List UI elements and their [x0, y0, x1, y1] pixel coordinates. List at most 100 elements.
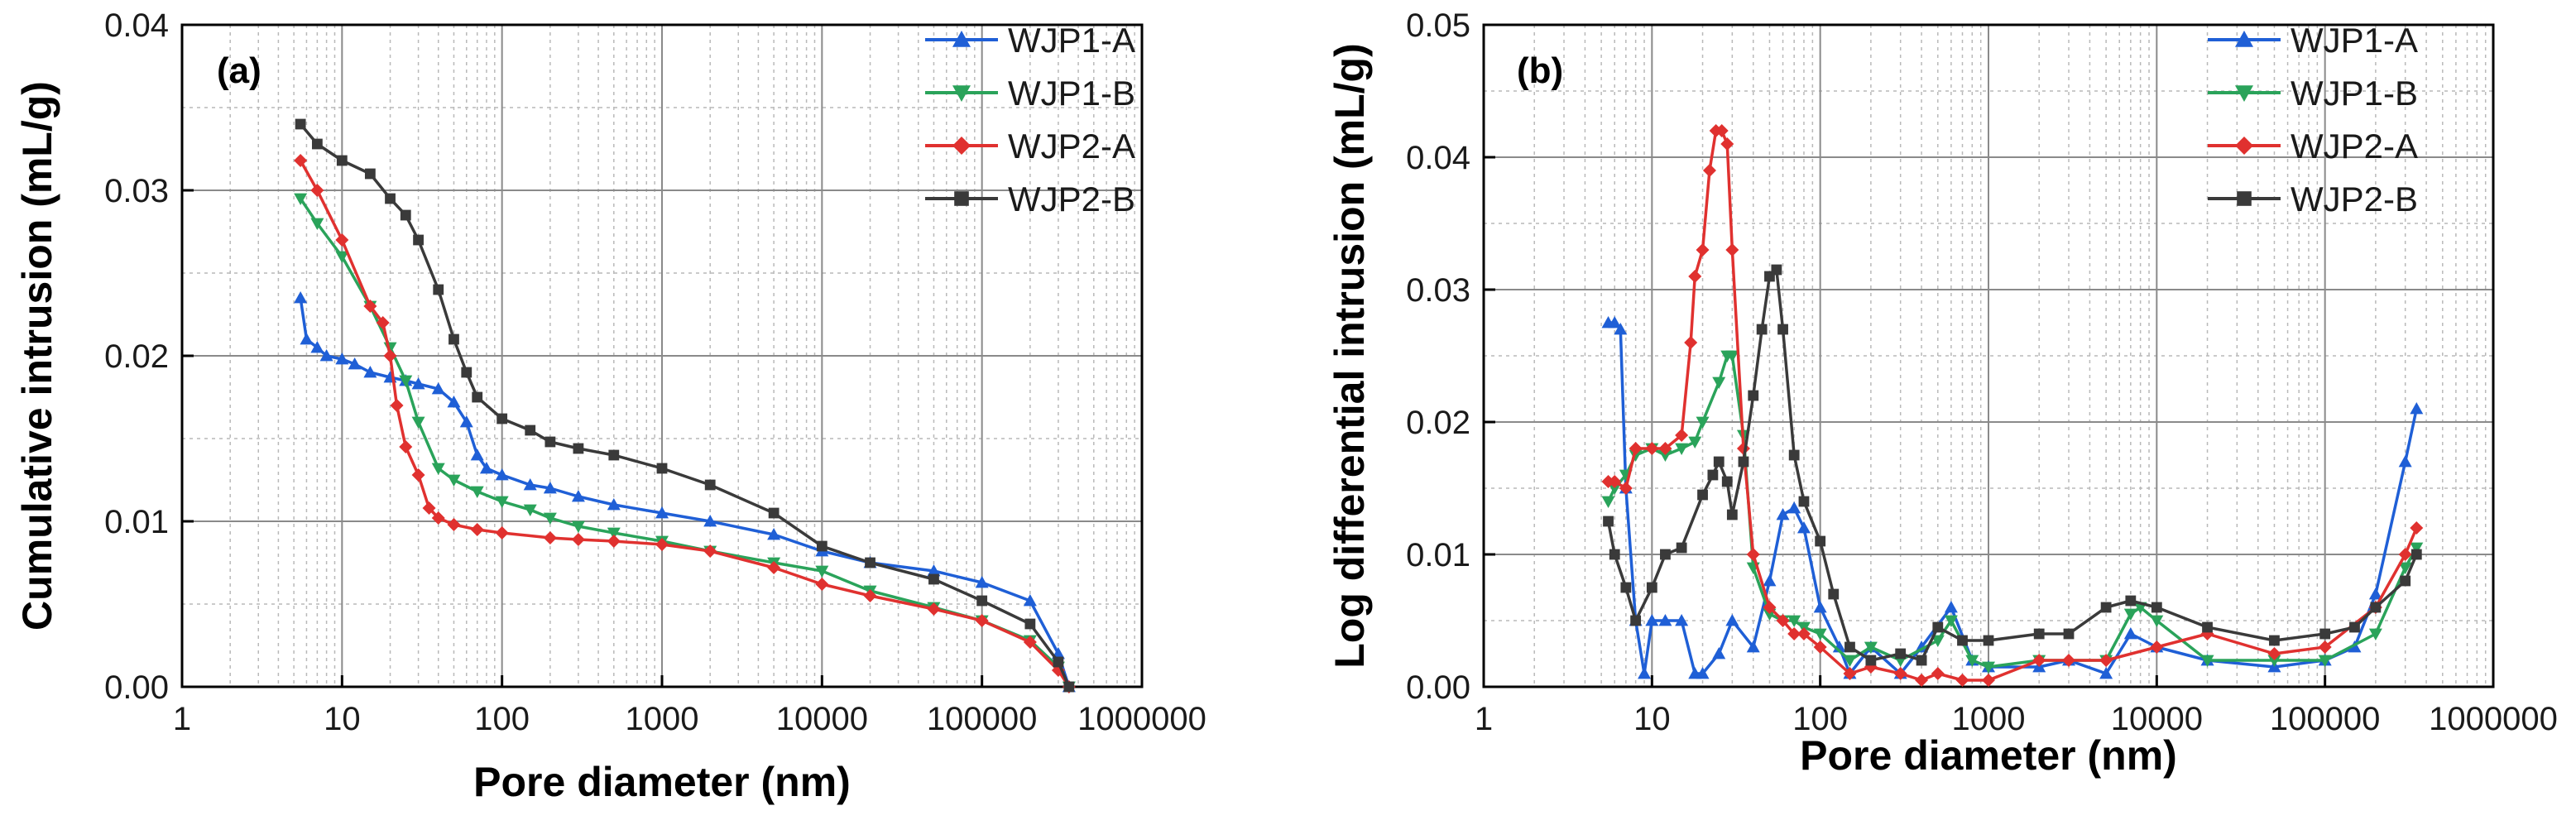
y-tick-label: 0.00 — [1406, 669, 1470, 706]
data-point — [2032, 654, 2046, 667]
series-line — [299, 122, 1071, 688]
data-point — [336, 155, 348, 166]
data-point — [470, 523, 484, 536]
data-point — [2099, 654, 2113, 667]
data-point — [1815, 535, 1826, 547]
legend-label: WJP2-A — [1008, 127, 1135, 165]
data-point — [975, 614, 989, 627]
series-wjp1-a — [1601, 316, 2424, 679]
data-point — [495, 526, 509, 540]
data-point — [571, 533, 585, 546]
data-point — [335, 353, 349, 365]
data-point — [294, 291, 308, 304]
data-point — [1725, 350, 1739, 362]
data-point — [295, 118, 306, 130]
data-point — [927, 602, 941, 616]
data-point — [1931, 635, 1945, 647]
data-point — [863, 589, 877, 602]
data-point — [1023, 594, 1037, 607]
data-point — [294, 154, 308, 167]
data-point — [816, 540, 827, 552]
data-point — [2370, 602, 2382, 613]
data-point — [767, 528, 781, 540]
legend-marker — [2237, 191, 2252, 206]
legend-label: WJP2-B — [2291, 180, 2418, 218]
data-point — [2398, 548, 2412, 561]
data-point — [1675, 443, 1689, 455]
data-point — [1864, 641, 1878, 654]
data-point — [1688, 270, 1702, 283]
data-point — [1746, 548, 1760, 561]
data-point — [2151, 602, 2162, 613]
data-point — [1813, 601, 1827, 613]
data-point — [865, 557, 875, 568]
data-point — [2063, 628, 2075, 640]
legend-label: WJP1-A — [1008, 21, 1135, 60]
data-point — [1828, 588, 1840, 600]
grid-lines — [1483, 24, 2494, 688]
data-point — [815, 565, 829, 578]
data-point — [1608, 316, 1622, 329]
data-point — [1776, 614, 1790, 627]
legend-marker — [2235, 137, 2253, 155]
data-point — [383, 349, 397, 362]
data-point — [1844, 641, 1855, 653]
data-point — [447, 474, 461, 487]
data-point — [1620, 582, 1632, 593]
data-point — [2398, 562, 2412, 574]
data-point — [385, 193, 396, 204]
y-tick-label: 0.03 — [1406, 272, 1470, 309]
x-tick-label: 1000000 — [1077, 701, 1206, 737]
data-point — [1696, 416, 1710, 429]
series-wjp2-b — [1603, 264, 2422, 666]
y-axis-title: Cumulative intrusion (mL/g) — [14, 81, 60, 631]
data-point — [1603, 516, 1614, 527]
data-point — [1601, 496, 1615, 508]
data-point — [1865, 655, 1877, 666]
data-point — [1023, 636, 1037, 649]
x-tick-label: 10000 — [2111, 701, 2203, 737]
data-point — [2267, 647, 2281, 660]
series-line — [1606, 268, 2418, 662]
data-point — [767, 561, 781, 574]
data-point — [1629, 442, 1643, 455]
data-point — [2368, 588, 2382, 600]
data-point — [1813, 628, 1827, 640]
data-point — [1843, 667, 1857, 680]
data-point — [1630, 615, 1642, 626]
data-point — [2267, 655, 2281, 667]
data-point — [348, 357, 362, 370]
data-point — [573, 443, 584, 454]
legend-item: WJP1-B — [925, 74, 1135, 113]
data-point — [2099, 667, 2113, 679]
data-point — [310, 341, 324, 353]
data-point — [1965, 655, 1979, 667]
data-point — [459, 415, 473, 428]
data-point — [523, 504, 537, 516]
data-point — [2349, 621, 2360, 633]
data-point — [411, 468, 425, 482]
legend-marker — [952, 31, 971, 47]
legend-item: WJP1-A — [925, 21, 1135, 60]
data-point — [2319, 628, 2331, 640]
series-wjp1-b — [294, 193, 1076, 693]
legend: WJP1-A WJP1-B WJP2-A WJP2-B — [925, 21, 1135, 218]
data-point — [2150, 615, 2164, 627]
data-point — [976, 595, 988, 607]
grid-lines — [181, 24, 1143, 688]
legend-item: WJP2-A — [925, 127, 1135, 165]
data-point — [2123, 608, 2137, 621]
data-point — [2123, 627, 2137, 640]
data-point — [1788, 449, 1800, 461]
legend-label: WJP2-B — [1008, 180, 1135, 218]
data-point — [335, 251, 349, 263]
data-point — [2200, 655, 2214, 667]
data-point — [449, 333, 459, 345]
data-point — [1982, 661, 1995, 674]
data-point — [447, 396, 461, 408]
legend-marker — [954, 191, 969, 206]
data-point — [1676, 542, 1687, 554]
x-tick-label: 100000 — [927, 701, 1037, 737]
y-tick-label: 0.00 — [104, 669, 169, 706]
